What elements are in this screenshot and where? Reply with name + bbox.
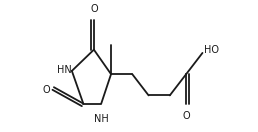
Text: NH: NH [94, 114, 109, 124]
Text: HO: HO [204, 46, 219, 55]
Text: O: O [90, 4, 98, 14]
Text: O: O [42, 86, 50, 95]
Text: O: O [182, 111, 190, 121]
Text: HN: HN [57, 65, 72, 75]
